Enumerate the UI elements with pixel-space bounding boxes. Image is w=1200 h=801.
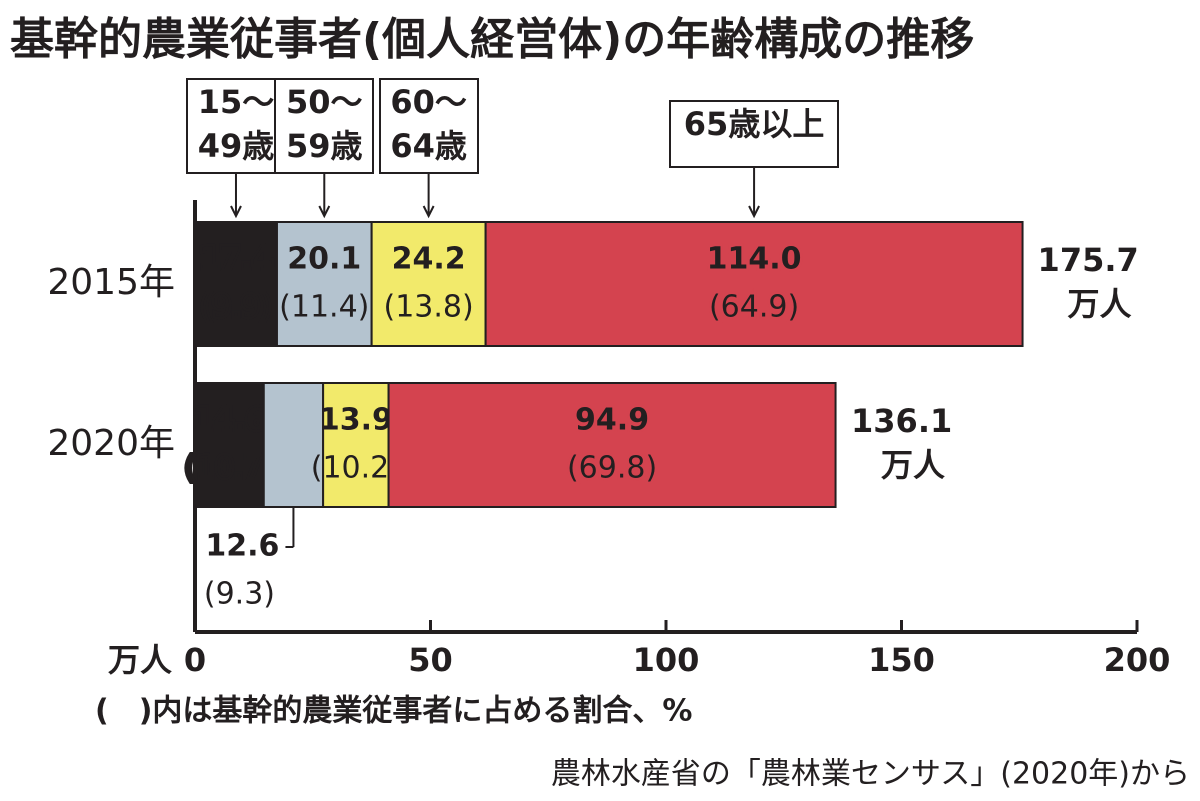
callout-pointer-head: [422, 205, 435, 219]
share-label: (9.3): [204, 577, 275, 612]
source: 農林水産省の「農林業センサス」(2020年)から: [551, 757, 1190, 792]
share-label: (10.7): [184, 451, 274, 486]
value-label: 13.9: [319, 403, 393, 438]
legend-entry: 50〜 59歳: [274, 78, 375, 174]
value-label: 14.6: [192, 403, 266, 438]
callout-pointer-head: [230, 205, 242, 219]
share-label: (64.9): [709, 290, 799, 325]
category-label: 2015年: [47, 262, 175, 303]
footnote: ( )内は基幹的農業従事者に占める割合、%: [95, 694, 692, 729]
value-label: 24.2: [392, 242, 466, 277]
total-label: 136.1: [851, 402, 952, 440]
bar-segment: [484, 221, 1024, 347]
share-label: (69.8): [567, 451, 657, 486]
x-tick-label: 50: [408, 641, 453, 679]
callout-pointer-head: [748, 205, 760, 219]
x-tick-label: 100: [633, 641, 700, 679]
bar-segment: [322, 382, 390, 508]
bar-segment: [194, 221, 278, 347]
bar-segment: [262, 382, 325, 508]
x-tick-label: 150: [868, 641, 935, 679]
callout-pointer-head: [318, 205, 331, 219]
value-label: 20.1: [287, 242, 361, 277]
bar-segment: [275, 221, 373, 347]
value-label: 12.6: [205, 529, 279, 564]
total-unit: 万人: [881, 446, 945, 484]
chart-title: 基幹的農業従事者(個人経営体)の年齢構成の推移: [10, 14, 974, 65]
share-label: (11.4): [279, 290, 369, 325]
category-label: 2020年: [47, 423, 175, 464]
share-label: (10.2): [311, 451, 401, 486]
total-unit: 万人: [1068, 285, 1132, 323]
value-label: 17.4: [199, 242, 273, 277]
bar-segment: [194, 382, 265, 508]
value-label: 114.0: [707, 242, 802, 277]
bar-segment: [387, 382, 837, 508]
share-label: (9.9): [200, 290, 271, 325]
x-axis-label: 万人: [108, 641, 172, 679]
legend-entry: 65歳以上: [669, 100, 840, 168]
value-label: 94.9: [575, 403, 649, 438]
share-label: (13.8): [384, 290, 474, 325]
legend-entry: 15〜 49歳: [185, 78, 286, 174]
x-tick-label: 0: [184, 641, 206, 679]
x-tick-label: 200: [1104, 641, 1171, 679]
legend-entry: 60〜 64歳: [378, 78, 479, 174]
total-label: 175.7: [1038, 241, 1139, 279]
